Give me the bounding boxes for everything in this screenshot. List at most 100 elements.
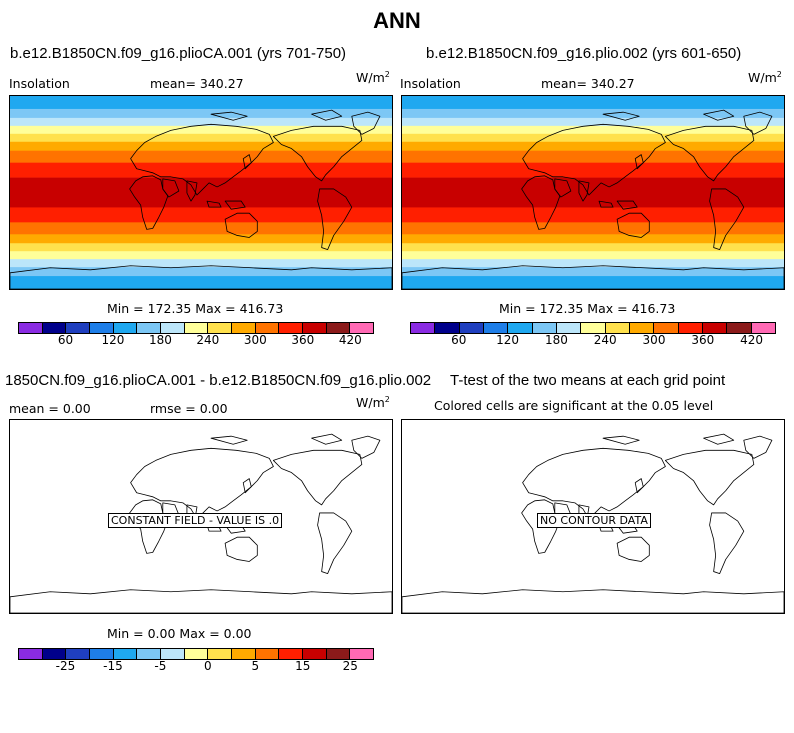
coastline [634,154,644,170]
coastline [602,111,640,121]
coastline [130,447,274,520]
colorbar-swatch [483,323,509,333]
insolation-band [402,234,784,244]
insolation-band [402,222,784,235]
panel3-title: 1850CN.f09_g16.plioCA.001 - b.e12.B1850C… [5,372,432,389]
panel1-map [9,95,393,290]
insolation-band [402,177,784,208]
coastline [602,435,640,445]
insolation-band [402,150,784,163]
insolation-band [10,259,392,268]
page-title: ANN [373,8,421,33]
coastline [311,109,343,121]
coastline [616,212,650,238]
insolation-band [402,108,784,119]
coastline [186,180,198,202]
colorbar-tick-label: 240 [593,333,617,347]
coastline-outlines [402,109,784,289]
colorbar-swatch [137,649,162,659]
colorbar-tick-label: 420 [740,333,764,347]
colorbar-tick-label: 15 [295,659,311,673]
coastline [272,449,363,506]
panel1-title: b.e12.B1850CN.f09_g16.plioCA.001 (yrs 70… [10,45,347,62]
coastline [317,512,353,574]
coastline [272,125,363,182]
panel2-colorbar [410,322,776,334]
colorbar-tick-label: 240 [196,333,220,347]
colorbar-swatch [66,649,91,659]
coastline [521,499,561,554]
colorbar-swatch [629,323,655,333]
colorbar-tick-label: 180 [148,333,172,347]
coastline [402,265,784,289]
panel4-title: T-test of the two means at each grid poi… [450,372,726,389]
colorbar-swatch [42,649,67,659]
colorbar-tick-label: 25 [342,659,358,673]
panel3-minmax: Min = 0.00 Max = 0.00 [107,626,252,641]
insolation-band [402,251,784,260]
colorbar-swatch [678,323,703,333]
coastline [554,178,572,198]
coastline [521,175,561,230]
colorbar-swatch [208,649,233,659]
colorbar-swatch [350,323,374,333]
colorbar-swatch [654,323,679,333]
panel2-title: b.e12.B1850CN.f09_g16.plio.002 (yrs 601-… [426,45,742,62]
coastline [224,536,258,562]
panel1-units: W/m2 [356,70,390,86]
insolation-band [402,133,784,143]
colorbar-swatch [90,323,114,333]
colorbar-tick-label: -15 [103,659,123,673]
insolation-band [10,222,392,235]
colorbar-swatch [459,323,484,333]
colorbar-swatch [279,649,304,659]
colorbar-swatch [605,323,630,333]
insolation-band [402,207,784,223]
colorbar-swatch [326,323,351,333]
colorbar-swatch [232,649,256,659]
coastline [129,175,169,230]
colorbar-swatch [411,323,436,333]
insolation-band [10,141,392,152]
panel2-units: W/m2 [748,70,782,86]
colorbar-tick-label: 60 [451,333,467,347]
colorbar-swatch [255,323,280,333]
coastline [522,123,666,196]
insolation-band [10,150,392,163]
colorbar-swatch [19,649,43,659]
panel2-minmax: Min = 172.35 Max = 416.73 [499,301,676,316]
coastline [317,188,353,250]
insolation-band [10,251,392,260]
colorbar-tick-label: 360 [691,333,715,347]
colorbar-swatch [113,649,138,659]
panel3-units: W/m2 [356,395,390,411]
coastline-outlines [10,109,392,289]
coastline [130,123,274,196]
insolation-band [402,259,784,268]
colorbar-tick-label: 120 [101,333,125,347]
insolation-band [10,162,392,178]
coastline [743,111,773,135]
coastline [598,200,614,208]
insolation-band [402,243,784,252]
insolation-band [10,177,392,208]
coastline-outlines [402,433,784,613]
insolation-band [402,276,784,289]
colorbar-swatch [184,649,209,659]
coastline [522,447,666,520]
coastline [743,435,773,459]
coastline [206,200,222,208]
colorbar-swatch [435,323,460,333]
insolation-band [10,108,392,119]
colorbar-tick-label: 300 [642,333,666,347]
colorbar-swatch [532,323,557,333]
colorbar-swatch [326,649,351,659]
colorbar-swatch [184,323,209,333]
coastline [664,125,755,182]
colorbar-swatch [161,649,185,659]
colorbar-tick-label: 300 [243,333,267,347]
colorbar-tick-label: 60 [57,333,74,347]
insolation-band [10,125,392,135]
insolation-band [402,117,784,127]
insolation-band [402,267,784,277]
